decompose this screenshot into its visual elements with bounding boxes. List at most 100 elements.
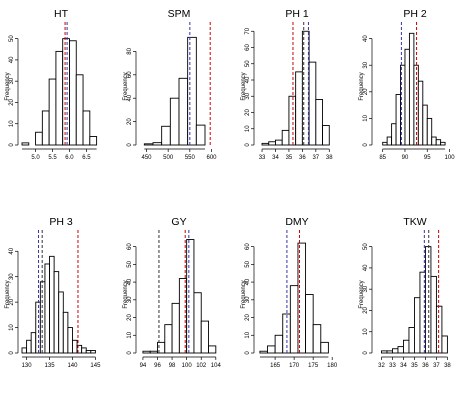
- x-tick-label: 170: [289, 363, 300, 369]
- y-tick-label: 20: [245, 314, 251, 321]
- histogram-bar: [395, 94, 401, 146]
- y-tick-label: 10: [127, 331, 133, 338]
- histogram-bar: [62, 311, 69, 354]
- y-tick-label: 0: [127, 143, 133, 147]
- x-tick-label: 600: [206, 155, 217, 161]
- y-tick-label: 60: [245, 243, 251, 250]
- histogram-bar: [75, 74, 84, 146]
- y-tick-label: 30: [363, 285, 369, 292]
- histogram-bar: [382, 141, 388, 146]
- histogram-bar: [142, 350, 151, 354]
- y-axis-label: Frequency: [241, 72, 247, 100]
- y-tick-label: 0: [245, 143, 251, 147]
- histogram-bar: [41, 110, 50, 146]
- y-tick-label: 10: [363, 114, 369, 121]
- y-axis-label: Frequency: [123, 280, 129, 308]
- y-tick-label: 10: [245, 125, 251, 132]
- y-tick-label: 30: [245, 296, 251, 303]
- x-tick-label: 100: [445, 155, 456, 161]
- histogram-bar: [30, 332, 37, 354]
- histogram-bar: [164, 324, 173, 354]
- histogram-bar: [441, 335, 448, 354]
- x-tick-label: 104: [211, 363, 222, 369]
- chart-title: DMY: [285, 216, 308, 228]
- y-tick-label: 30: [9, 77, 15, 84]
- histogram-bar: [414, 297, 421, 354]
- histogram-bar: [268, 141, 276, 146]
- y-tick-label: 40: [363, 35, 369, 42]
- chart-title: HT: [54, 8, 69, 20]
- histogram-bar: [44, 263, 50, 354]
- x-tick-label: 37: [312, 155, 319, 161]
- y-tick-label: 80: [127, 47, 133, 54]
- histogram-bar: [178, 77, 189, 146]
- histogram-bar: [267, 345, 276, 354]
- y-tick-label: 40: [363, 264, 369, 271]
- x-tick-label: 100: [182, 363, 193, 369]
- y-tick-label: 20: [9, 298, 15, 305]
- y-tick-label: 60: [245, 44, 251, 51]
- y-tick-label: 10: [245, 331, 251, 338]
- histogram-bar: [200, 320, 209, 354]
- histogram-bar: [149, 350, 158, 354]
- histogram-bar: [143, 143, 154, 146]
- y-tick-label: 10: [9, 324, 15, 331]
- histogram-bar: [72, 339, 78, 354]
- y-tick-label: 30: [245, 92, 251, 99]
- x-tick-label: 102: [196, 363, 207, 369]
- histogram-bar: [426, 117, 433, 146]
- histogram-bar: [49, 255, 55, 354]
- x-tick-label: 90: [402, 155, 409, 161]
- y-tick-label: 20: [127, 314, 133, 321]
- x-tick-label: 175: [308, 363, 319, 369]
- histogram-bar: [89, 136, 98, 146]
- panel-spm: SPM Frequency 0 20 40 60 80 450 500 550 600: [123, 8, 217, 161]
- histogram-bar: [408, 32, 415, 146]
- histogram-bar: [275, 139, 283, 146]
- chart-title: PH 3: [49, 216, 73, 228]
- y-tick-label: 0: [127, 351, 133, 355]
- y-tick-label: 0: [9, 351, 15, 355]
- panel-dmy: DMY Frequency 0 10 20 30 40 50 60 165 170 175 180: [241, 216, 338, 369]
- histogram-bar: [397, 346, 404, 354]
- histogram-bar: [171, 302, 180, 354]
- y-tick-label: 30: [127, 296, 133, 303]
- x-tick-label: 32: [378, 363, 385, 369]
- y-tick-label: 40: [9, 56, 15, 63]
- y-tick-label: 20: [363, 88, 369, 95]
- histogram-bar: [161, 125, 171, 146]
- histogram-bar: [289, 285, 299, 354]
- histogram-bar: [62, 38, 70, 146]
- histogram-bar: [55, 50, 64, 146]
- y-axis-label: Frequency: [5, 72, 11, 100]
- histogram-bar: [274, 334, 284, 354]
- y-tick-label: 20: [9, 98, 15, 105]
- x-tick-label: 94: [140, 363, 147, 369]
- y-tick-label: 20: [127, 118, 133, 125]
- histogram-bar: [435, 139, 442, 146]
- histogram-bar: [152, 142, 163, 146]
- histogram-bar: [67, 327, 73, 354]
- y-tick-label: 30: [363, 61, 369, 68]
- histogram-bar: [81, 347, 87, 354]
- y-tick-label: 40: [127, 94, 133, 101]
- panel-ph-1: PH 1 Frequency 0 10 20 30 40 50 60 70 33 34 35 36 37 38: [241, 8, 333, 161]
- histogram-bar: [430, 275, 437, 354]
- y-axis-label: Frequency: [359, 72, 365, 100]
- histogram-bar: [169, 97, 180, 146]
- y-tick-label: 60: [127, 243, 133, 250]
- y-tick-label: 50: [127, 260, 133, 267]
- histogram-bar: [315, 99, 324, 146]
- y-tick-label: 20: [245, 109, 251, 116]
- y-axis-label: Frequency: [241, 280, 247, 308]
- histogram-bar: [386, 350, 393, 354]
- y-tick-label: 10: [363, 328, 369, 335]
- x-tick-label: 130: [22, 363, 33, 369]
- histogram-bar: [408, 327, 415, 354]
- histogram-bar: [187, 36, 197, 146]
- x-tick-label: 35: [411, 363, 418, 369]
- x-tick-label: 96: [154, 363, 161, 369]
- x-tick-label: 38: [326, 155, 333, 161]
- y-tick-label: 30: [9, 273, 15, 280]
- x-tick-label: 135: [45, 363, 56, 369]
